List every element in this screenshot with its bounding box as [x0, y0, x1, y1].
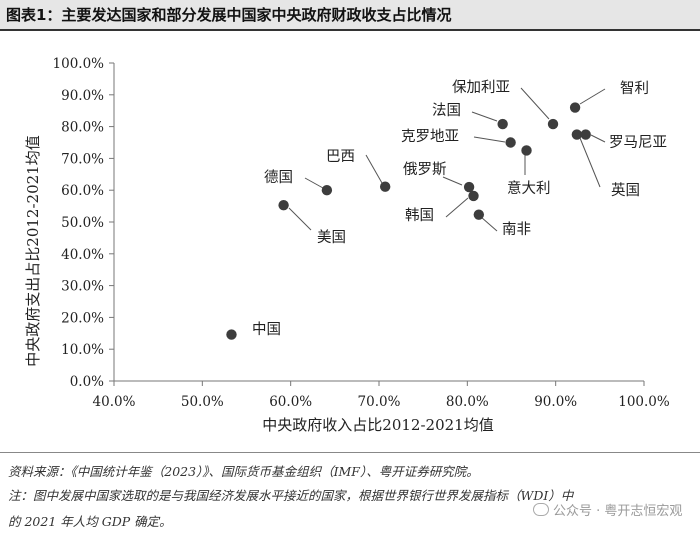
x-tick-label: 100.0%	[618, 394, 670, 410]
footnote-line-1: 注：图中发展中国家选取的是与我国经济发展水平接近的国家，根据世界银行世界发展指标…	[8, 488, 574, 503]
point-label: 法国	[432, 102, 461, 119]
data-point	[226, 329, 237, 340]
leader-line	[579, 137, 601, 188]
data-point	[571, 129, 583, 140]
data-point	[473, 209, 485, 220]
leader-line	[520, 87, 550, 120]
point-label: 意大利	[507, 179, 551, 197]
leader-line	[480, 216, 498, 232]
point-label: 德国	[264, 169, 293, 186]
leader-line	[288, 207, 312, 231]
x-axis-label: 中央政府收入占比2012-2021均值	[262, 416, 493, 434]
y-tick-label: 70.0%	[61, 151, 104, 167]
y-tick-label: 50.0%	[61, 215, 104, 231]
x-tick-label: 90.0%	[534, 394, 577, 410]
leader-line	[365, 154, 383, 184]
y-tick-label: 90.0%	[61, 88, 104, 104]
leader-line	[442, 176, 463, 186]
title-bar: 图表1：主要发达国家和部分发展中国家中央政府财政收支占比情况	[0, 0, 700, 29]
x-tick-label: 60.0%	[269, 394, 312, 410]
figure-title: 图表1：主要发达国家和部分发展中国家中央政府财政收支占比情况	[6, 6, 452, 24]
footer-rule	[0, 452, 700, 453]
data-point	[497, 118, 508, 130]
point-label: 美国	[317, 229, 346, 246]
y-tick-label: 20.0%	[61, 310, 104, 326]
leader-lines	[288, 87, 606, 232]
leader-line	[473, 136, 506, 143]
watermark-text: 公众号 · 粤开志恒宏观	[553, 504, 683, 519]
leader-line	[579, 88, 606, 105]
footnote-line-2: 的 2021 年人均 GDP 确定。	[8, 514, 172, 529]
y-tick-label: 60.0%	[61, 183, 104, 199]
data-point	[468, 190, 479, 202]
leader-line	[304, 177, 324, 189]
y-axis-label: 中央政府支出占比2012-2021均值	[24, 135, 42, 366]
y-tick-label: 10.0%	[61, 342, 104, 358]
leader-line	[590, 134, 606, 143]
point-label: 中国	[252, 321, 281, 338]
data-point	[321, 185, 333, 196]
scatter-chart: 40.0% 50.0% 60.0% 70.0% 80.0% 90.0% 100.0% 0.0%…	[24, 56, 670, 434]
data-point	[547, 118, 559, 130]
point-label: 巴西	[326, 149, 355, 165]
y-tick-label: 40.0%	[61, 247, 104, 263]
data-point	[463, 181, 475, 193]
point-label: 智利	[620, 80, 649, 97]
point-label: 保加利亚	[452, 79, 510, 96]
data-point	[505, 137, 516, 148]
point-label: 俄罗斯	[403, 161, 447, 178]
x-tick-label: 80.0%	[446, 394, 489, 410]
point-label: 韩国	[405, 207, 434, 224]
point-label: 罗马尼亚	[609, 134, 667, 151]
leader-line	[471, 111, 498, 122]
axes: 40.0% 50.0% 60.0% 70.0% 80.0% 90.0% 100.0% 0.0%…	[53, 56, 670, 410]
source-note: 资料来源：《中国统计年鉴（2023）》、国际货币基金组织（IMF）、粤开证券研究…	[8, 464, 479, 479]
leader-line	[445, 197, 469, 218]
data-point	[379, 181, 391, 192]
x-tick-label: 50.0%	[181, 394, 224, 410]
data-point	[278, 199, 289, 211]
y-tick-label: 100.0%	[53, 56, 105, 72]
point-label: 克罗地亚	[401, 128, 459, 145]
data-point	[521, 145, 532, 156]
x-tick-label: 40.0%	[93, 394, 136, 410]
y-tick-label: 30.0%	[61, 279, 104, 295]
point-label: 南非	[502, 221, 531, 238]
title-rule	[0, 29, 700, 31]
y-tick-label: 0.0%	[70, 374, 104, 390]
x-tick-label: 70.0%	[358, 394, 401, 410]
data-point	[580, 129, 591, 140]
point-label: 英国	[611, 181, 640, 199]
data-points	[226, 102, 591, 340]
wechat-icon	[533, 503, 549, 516]
y-tick-label: 80.0%	[61, 120, 104, 136]
watermark: 公众号 · 粤开志恒宏观	[533, 500, 682, 519]
data-point	[569, 102, 581, 113]
